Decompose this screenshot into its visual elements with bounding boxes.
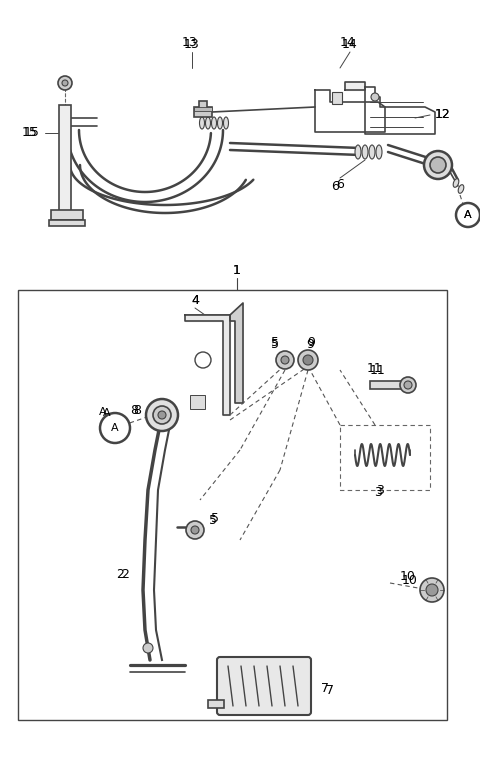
Circle shape (143, 643, 153, 653)
Text: 8: 8 (133, 404, 141, 417)
Text: 7: 7 (326, 684, 334, 697)
Text: 14: 14 (340, 36, 356, 49)
Bar (51, 210, 83, 220)
Text: 6: 6 (331, 179, 339, 193)
Circle shape (195, 352, 211, 368)
Text: A: A (464, 210, 472, 220)
Text: 4: 4 (191, 294, 199, 307)
Bar (49, 220, 85, 226)
Ellipse shape (217, 117, 223, 129)
Text: 12: 12 (435, 109, 451, 121)
Circle shape (420, 578, 444, 602)
Bar (199, 101, 207, 109)
Ellipse shape (362, 145, 368, 159)
Text: 10: 10 (402, 574, 418, 587)
Ellipse shape (355, 145, 361, 159)
Text: 1: 1 (233, 263, 241, 276)
Polygon shape (365, 87, 435, 134)
Text: 14: 14 (342, 39, 358, 52)
Bar (208, 700, 224, 708)
Polygon shape (185, 315, 230, 415)
Circle shape (58, 76, 72, 90)
Ellipse shape (212, 117, 216, 129)
Ellipse shape (205, 117, 211, 129)
Bar (370, 381, 408, 389)
Text: 5: 5 (209, 514, 217, 527)
Circle shape (100, 413, 130, 443)
Text: 12: 12 (435, 108, 451, 121)
Circle shape (276, 351, 294, 369)
Polygon shape (230, 303, 243, 403)
Text: 15: 15 (24, 127, 40, 140)
Polygon shape (315, 90, 385, 132)
Circle shape (298, 350, 318, 370)
Text: A: A (464, 210, 472, 220)
Circle shape (158, 411, 166, 419)
Circle shape (400, 377, 416, 393)
FancyBboxPatch shape (217, 657, 311, 715)
Circle shape (430, 157, 446, 173)
Ellipse shape (453, 178, 459, 187)
Bar (190, 395, 205, 409)
Text: 9: 9 (306, 339, 314, 351)
Ellipse shape (376, 145, 382, 159)
Text: 11: 11 (370, 364, 386, 376)
Circle shape (404, 381, 412, 389)
Text: 3: 3 (376, 483, 384, 496)
Circle shape (62, 80, 68, 86)
Ellipse shape (458, 184, 464, 194)
Bar (59, 105, 71, 213)
Text: 13: 13 (184, 39, 200, 52)
Circle shape (303, 355, 313, 365)
Circle shape (153, 406, 171, 424)
Text: 3: 3 (374, 486, 382, 499)
Text: 4: 4 (191, 294, 199, 307)
Circle shape (191, 526, 199, 534)
Circle shape (186, 521, 204, 539)
Text: 2: 2 (121, 568, 129, 581)
Circle shape (371, 93, 379, 101)
Text: 5: 5 (271, 339, 279, 351)
Circle shape (424, 151, 452, 179)
Text: 5: 5 (211, 512, 219, 525)
Text: 11: 11 (367, 361, 383, 374)
Polygon shape (345, 82, 365, 90)
Text: A: A (99, 407, 107, 417)
Text: A: A (111, 423, 119, 433)
Text: 2: 2 (116, 568, 124, 581)
Ellipse shape (224, 117, 228, 129)
Circle shape (426, 584, 438, 596)
Bar (332, 92, 342, 104)
Circle shape (281, 356, 289, 364)
Text: 9: 9 (307, 336, 315, 349)
Ellipse shape (369, 145, 375, 159)
Text: 10: 10 (400, 571, 416, 584)
Text: 8: 8 (130, 404, 138, 417)
Circle shape (456, 203, 480, 227)
Text: 1: 1 (233, 263, 241, 276)
Bar (194, 107, 212, 111)
Circle shape (146, 399, 178, 431)
Ellipse shape (200, 117, 204, 129)
Text: 7: 7 (321, 682, 329, 694)
Text: A: A (103, 408, 111, 418)
Text: 13: 13 (182, 36, 198, 49)
Text: 5: 5 (271, 336, 279, 349)
Text: 15: 15 (22, 127, 38, 140)
Bar (194, 107, 212, 117)
Text: 6: 6 (336, 178, 344, 191)
Bar (18, 290, 447, 720)
